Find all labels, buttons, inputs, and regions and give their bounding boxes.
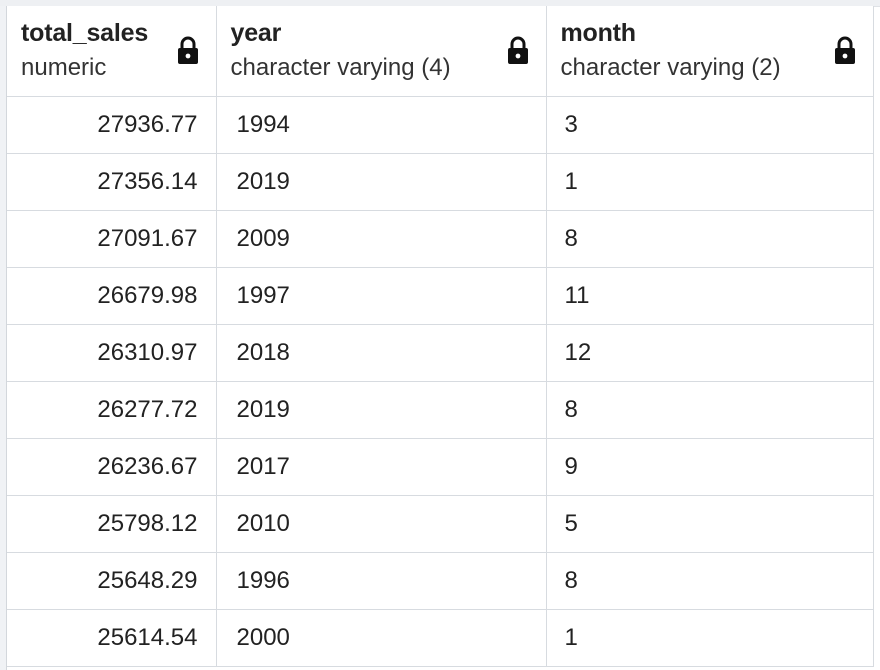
cell-year[interactable]: 1996	[216, 552, 547, 610]
cell-year[interactable]: 2000	[216, 609, 547, 667]
cell-month[interactable]: 1	[546, 609, 874, 667]
lock-icon	[507, 36, 528, 64]
cell-total-sales[interactable]: 25798.12	[7, 495, 217, 553]
cell-total-sales[interactable]: 25648.29	[7, 552, 217, 610]
column-type: numeric	[21, 54, 107, 81]
cell-month[interactable]: 11	[546, 267, 874, 325]
cell-month[interactable]: 9	[546, 438, 874, 496]
cell-year[interactable]: 2019	[216, 381, 547, 439]
cell-total-sales[interactable]: 26310.97	[7, 324, 217, 382]
cell-year[interactable]: 2018	[216, 324, 547, 382]
table-row[interactable]: 25614.54 2000 1	[7, 609, 874, 667]
cell-total-sales[interactable]: 27091.67	[7, 210, 217, 268]
cell-month[interactable]: 12	[546, 324, 874, 382]
table-row[interactable]: 26277.72 2019 8	[7, 381, 874, 439]
data-table: total_sales numeric year character varyi…	[7, 6, 874, 667]
cell-month[interactable]: 8	[546, 210, 874, 268]
cell-month[interactable]: 5	[546, 495, 874, 553]
cell-year[interactable]: 1997	[216, 267, 547, 325]
row-number-gutter	[0, 6, 7, 670]
table-row[interactable]: 25798.12 2010 5	[7, 495, 874, 553]
column-header-month[interactable]: month character varying (2)	[546, 6, 874, 97]
cell-total-sales[interactable]: 25614.54	[7, 609, 217, 667]
column-header-total-sales[interactable]: total_sales numeric	[7, 6, 217, 97]
cell-year[interactable]: 1994	[216, 96, 547, 154]
table-row[interactable]: 27356.14 2019 1	[7, 153, 874, 211]
column-name: total_sales	[21, 19, 149, 47]
cell-month[interactable]: 1	[546, 153, 874, 211]
table-row[interactable]: 26679.98 1997 11	[7, 267, 874, 325]
column-name: month	[560, 19, 637, 47]
cell-total-sales[interactable]: 26277.72	[7, 381, 217, 439]
cell-total-sales[interactable]: 26236.67	[7, 438, 217, 496]
cell-year[interactable]: 2019	[216, 153, 547, 211]
column-name: year	[230, 19, 282, 47]
table-row[interactable]: 26310.97 2018 12	[7, 324, 874, 382]
cell-total-sales[interactable]: 27356.14	[7, 153, 217, 211]
cell-year[interactable]: 2017	[216, 438, 547, 496]
table-row[interactable]: 27091.67 2009 8	[7, 210, 874, 268]
column-header-year[interactable]: year character varying (4)	[216, 6, 547, 97]
cell-year[interactable]: 2010	[216, 495, 547, 553]
column-type: character varying (2)	[560, 54, 781, 81]
table-row[interactable]: 25648.29 1996 8	[7, 552, 874, 610]
column-type: character varying (4)	[230, 54, 451, 81]
lock-icon	[834, 36, 855, 64]
table-row[interactable]: 26236.67 2017 9	[7, 438, 874, 496]
cell-year[interactable]: 2009	[216, 210, 547, 268]
lock-icon	[177, 36, 198, 64]
cell-total-sales[interactable]: 26679.98	[7, 267, 217, 325]
cell-month[interactable]: 8	[546, 552, 874, 610]
header-row: total_sales numeric year character varyi…	[7, 6, 874, 97]
table-row[interactable]: 27936.77 1994 3	[7, 96, 874, 154]
cell-month[interactable]: 8	[546, 381, 874, 439]
cell-month[interactable]: 3	[546, 96, 874, 154]
cell-total-sales[interactable]: 27936.77	[7, 96, 217, 154]
